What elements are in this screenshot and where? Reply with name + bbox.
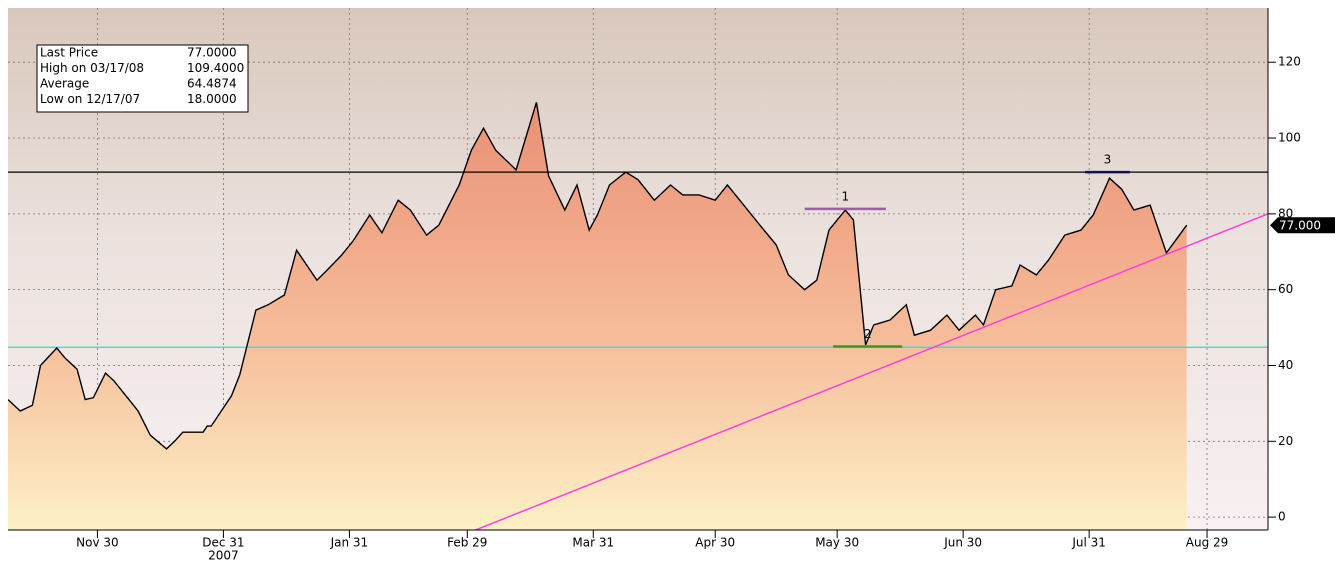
last-price-tag bbox=[1270, 217, 1335, 234]
info-value: 109.4000 bbox=[187, 61, 244, 75]
marker-label: 3 bbox=[1104, 153, 1112, 167]
trendline bbox=[507, 213, 1268, 518]
x-tick-label: May 30 bbox=[815, 536, 859, 550]
info-box: Last Price 77.0000 High on 03/17/08 109.400… bbox=[36, 44, 249, 113]
info-label: Average bbox=[40, 77, 89, 91]
info-box-frame bbox=[36, 44, 249, 113]
y-tick-label: 120 bbox=[1278, 55, 1301, 69]
trendline-extension bbox=[473, 516, 509, 530]
price-area bbox=[8, 102, 1187, 530]
price-line bbox=[8, 102, 1188, 450]
y-tick-label: 100 bbox=[1278, 131, 1301, 145]
info-value: 18.0000 bbox=[187, 92, 237, 106]
marker-label: 1 bbox=[841, 189, 849, 203]
last-price-label: 77.000 bbox=[1279, 219, 1321, 233]
x-tick-label: Dec 31 bbox=[202, 536, 244, 550]
x-tick-label: Aug 29 bbox=[1186, 536, 1229, 550]
y-tick-label: 80 bbox=[1278, 206, 1293, 220]
info-value: 77.0000 bbox=[187, 46, 237, 60]
x-tick-label: Nov 30 bbox=[76, 536, 119, 550]
info-value: 64.4874 bbox=[187, 77, 237, 91]
axes: 0 20 40 60 80 100 120 Nov 30 Dec 31 Jan 31 Feb 29 M… bbox=[76, 55, 1335, 563]
x-tick-label: Apr 30 bbox=[695, 536, 735, 550]
year-label: 2007 bbox=[208, 549, 239, 563]
y-tick-label: 60 bbox=[1278, 282, 1293, 296]
y-tick-label: 20 bbox=[1278, 434, 1293, 448]
marker-label: 2 bbox=[864, 327, 872, 341]
x-tick-label: Jun 30 bbox=[943, 536, 982, 550]
x-tick-label: Jan 31 bbox=[330, 536, 369, 550]
x-tick-label: Feb 29 bbox=[447, 536, 487, 550]
x-tick-label: Mar 31 bbox=[572, 536, 614, 550]
info-label: Last Price bbox=[40, 46, 98, 60]
info-label: Low on 12/17/07 bbox=[40, 92, 140, 106]
y-tick-label: 40 bbox=[1278, 358, 1293, 372]
info-label: High on 03/17/08 bbox=[40, 61, 144, 75]
x-tick-label: Jul 31 bbox=[1071, 536, 1106, 550]
y-tick-label: 0 bbox=[1278, 510, 1286, 524]
